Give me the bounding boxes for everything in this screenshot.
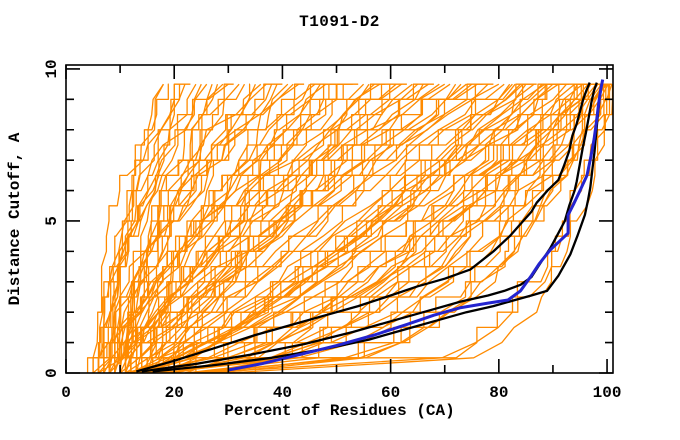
model-curve — [119, 83, 429, 373]
model-curve — [130, 83, 467, 373]
x-tick-label: 100 — [593, 384, 622, 402]
x-tick-labels: 0 20 40 60 80 100 — [61, 384, 621, 402]
y-tick-labels: 0 5 10 — [43, 59, 61, 377]
x-tick-label: 0 — [61, 384, 71, 402]
model-curve — [174, 83, 601, 373]
model-curve — [92, 83, 251, 373]
model-curve — [162, 83, 524, 373]
model-curve — [119, 83, 283, 373]
model-curve — [168, 83, 578, 373]
model-curve — [103, 83, 229, 373]
model-curve — [190, 83, 611, 373]
model-curve — [114, 83, 359, 373]
highlight-model-3 — [152, 84, 603, 373]
x-tick-label: 20 — [165, 384, 184, 402]
model-curve — [98, 83, 321, 373]
model-curve — [130, 83, 511, 373]
server-model-curves — [86, 83, 613, 373]
model-curve — [98, 83, 213, 373]
model-curve — [92, 83, 191, 373]
model-curve — [108, 83, 397, 373]
reference-model-blue — [228, 79, 605, 372]
model-curve — [147, 83, 584, 373]
model-curve — [201, 83, 613, 373]
axes-frame — [65, 64, 614, 374]
model-curve — [114, 83, 294, 373]
model-curve — [157, 83, 596, 373]
plot-frame — [65, 64, 614, 374]
model-curve — [254, 83, 612, 373]
x-tick-label: 40 — [273, 384, 292, 402]
model-curve — [178, 83, 556, 373]
x-axis-label: Percent of Residues (CA) — [224, 402, 455, 420]
x-tick-label: 80 — [489, 384, 508, 402]
y-tick-label: 0 — [43, 368, 61, 378]
y-tick-label: 5 — [43, 216, 61, 226]
x-tick-label: 60 — [381, 384, 400, 402]
model-curve — [125, 83, 505, 373]
y-tick-label: 10 — [43, 59, 61, 78]
model-curve — [114, 83, 473, 373]
model-curve — [157, 83, 434, 373]
model-curve — [103, 83, 246, 373]
model-curve — [168, 83, 612, 373]
y-axis-label: Distance Cutoff, A — [6, 132, 24, 306]
model-curve — [136, 83, 567, 373]
plot-title: T1091-D2 — [299, 13, 380, 31]
tick-marks — [65, 65, 613, 374]
highlight-model-1 — [135, 82, 591, 373]
model-curve — [157, 83, 610, 373]
curves-layer — [86, 79, 613, 373]
model-curve — [147, 83, 606, 373]
